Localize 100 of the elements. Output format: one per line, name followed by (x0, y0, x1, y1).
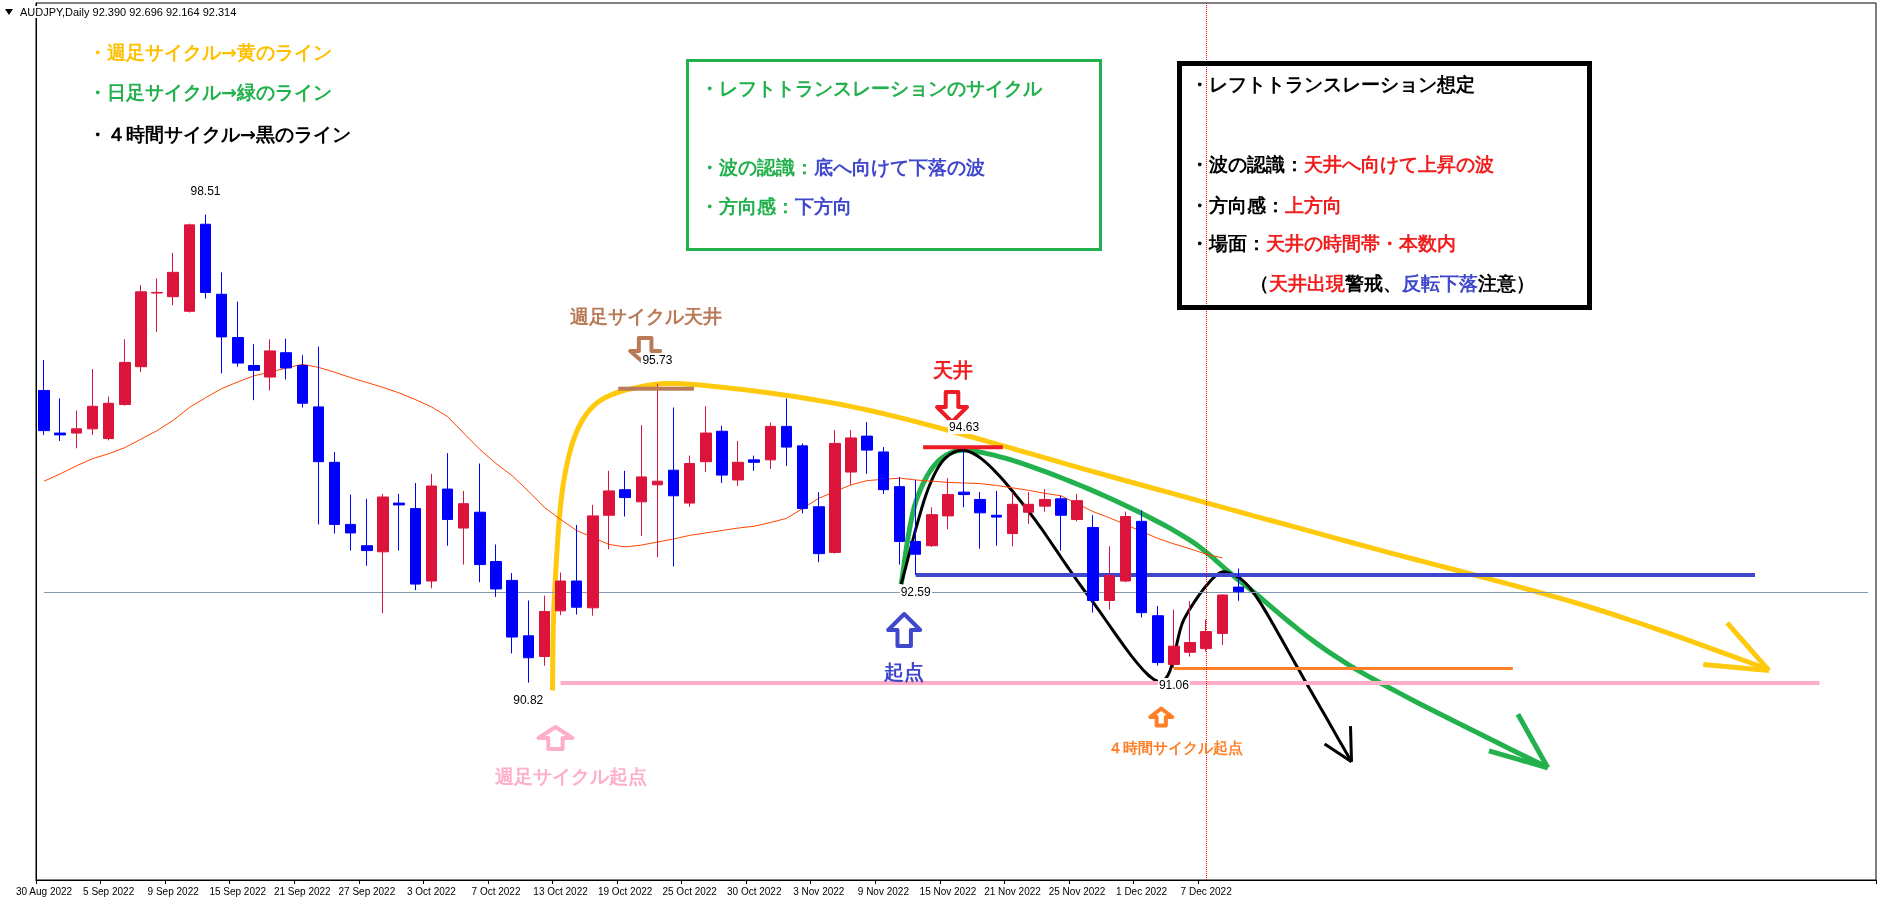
candlestick (248, 343, 260, 401)
candlestick (716, 425, 728, 484)
candlestick (410, 482, 421, 591)
candlestick (216, 271, 227, 374)
candlestick (732, 440, 744, 487)
text: 週足サイクル起点 (495, 764, 648, 789)
candlestick (652, 383, 663, 558)
x-tick-label: 15 Sep 2022 (209, 885, 267, 897)
annotation: 92.59 (899, 584, 932, 599)
annotation: 98.51 (189, 183, 222, 198)
candlestick (942, 477, 954, 530)
candlestick (200, 214, 211, 300)
candlestick (958, 450, 970, 508)
candlestick (555, 572, 566, 616)
candlestick (103, 396, 114, 441)
candlestick (119, 338, 131, 407)
candlestick (264, 338, 276, 391)
annotation: 反転下落 (1402, 272, 1478, 294)
candlestick (603, 470, 615, 550)
candlestick (1023, 491, 1034, 525)
candlestick (781, 397, 792, 467)
annotation: 天井の時間帯・本数内 (1266, 232, 1456, 254)
x-tick-label: 13 Oct 2022 (533, 885, 589, 897)
candlestick (54, 397, 66, 442)
candlestick (700, 405, 712, 473)
annotation: ・方向感： (700, 195, 795, 217)
candlestick (797, 442, 808, 514)
candlestick (991, 490, 1002, 547)
candlestick (878, 446, 889, 495)
annotation: 警戒、 (1345, 272, 1402, 294)
text: ・波の認識： (1190, 153, 1304, 175)
candlestick (636, 424, 647, 537)
candlestick (232, 301, 244, 368)
candlestick (571, 524, 582, 616)
annotation: 天井 (933, 356, 973, 384)
x-tick-label: 3 Oct 2022 (406, 885, 457, 897)
candlestick (87, 368, 98, 436)
annotation: 下方向 (795, 195, 852, 217)
candlestick (1184, 600, 1196, 658)
x-tick-label: 7 Oct 2022 (471, 885, 521, 897)
text: ・レフトトランスレーション想定 (1190, 73, 1475, 95)
candlestick (1136, 509, 1147, 619)
candlestick (1152, 605, 1164, 667)
text: ・日足サイクル→緑のライン (88, 81, 332, 103)
x-tick-label: 9 Nov 2022 (857, 885, 910, 897)
annotation: 起点 (884, 658, 925, 686)
text: 底へ向けて下落の波 (814, 156, 985, 178)
candlestick (845, 429, 857, 486)
x-tick-label: 19 Oct 2022 (597, 885, 653, 897)
candlestick (1217, 593, 1228, 646)
candlestick (974, 491, 986, 550)
annotation: 上方向 (1285, 194, 1342, 216)
candlestick (313, 346, 324, 525)
candlestick (619, 470, 631, 517)
candlestick (910, 479, 921, 576)
candlestick (506, 572, 518, 654)
x-tick-label: 25 Oct 2022 (662, 885, 718, 897)
annotation: ・方向感： (1190, 194, 1285, 216)
candlestick (426, 473, 437, 589)
candlestick (393, 493, 405, 552)
candlestick (1120, 511, 1131, 583)
text: ・波の認識： (700, 156, 814, 178)
x-tick-label: 1 Dec 2022 (1116, 885, 1168, 897)
annotation: ・場面： (1190, 232, 1266, 254)
x-tick-label: 3 Nov 2022 (793, 885, 845, 897)
candlestick (1200, 618, 1212, 653)
x-tick-label: 7 Dec 2022 (1180, 885, 1233, 897)
candlestick (345, 494, 356, 552)
candlestick (1233, 567, 1244, 602)
candlestick (458, 490, 469, 566)
candlestick (1168, 609, 1180, 669)
candlestick (377, 493, 389, 614)
annotation: 天井出現 (1269, 272, 1345, 294)
text: AUDJPY,Daily 92.390 92.696 92.164 92.314 (20, 6, 237, 18)
candlestick (523, 600, 534, 684)
candlestick (184, 223, 195, 314)
candlestick (329, 451, 340, 535)
annotation: （ (1250, 272, 1269, 294)
annotation: 90.82 (512, 692, 545, 707)
candlestick (490, 543, 502, 598)
annotation: 週足サイクル天井 (570, 304, 723, 329)
candlestick (297, 354, 308, 408)
candlestick (765, 422, 776, 470)
candlestick (167, 252, 179, 306)
text: ・レフトトランスレーションのサイクル (700, 77, 1042, 99)
candlestick (539, 595, 550, 667)
candlestick (1104, 545, 1115, 611)
x-tick-label: 5 Sep 2022 (83, 885, 135, 897)
candlestick (813, 491, 825, 563)
candlestick (748, 455, 760, 472)
candlestick (926, 506, 938, 548)
text: ４時間サイクル起点 (1107, 738, 1243, 758)
candlestick (442, 452, 453, 547)
x-tick-label: 27 Sep 2022 (338, 885, 396, 897)
annotation: 注意） (1478, 272, 1535, 294)
x-tick-label: 25 Nov 2022 (1048, 885, 1106, 897)
candlestick (1071, 493, 1083, 522)
annotation: 95.73 (641, 352, 674, 367)
candlestick (1087, 514, 1099, 614)
candlestick (280, 338, 292, 380)
